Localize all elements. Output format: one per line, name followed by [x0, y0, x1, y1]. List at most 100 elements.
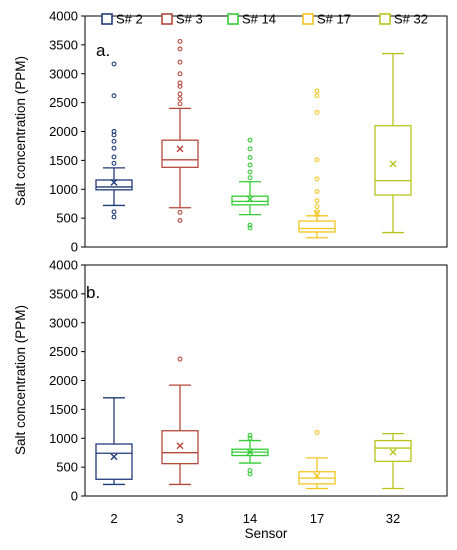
- iqr-box: [161, 430, 199, 465]
- outlier-point: [314, 204, 320, 210]
- panel-b-box-14: [231, 432, 269, 477]
- outlier-point: [247, 162, 253, 168]
- outlier-point: [111, 61, 117, 67]
- x-tick-label: 2: [110, 511, 117, 526]
- outlier-point: [314, 209, 320, 215]
- outlier-point: [314, 88, 320, 94]
- mean-marker: [176, 145, 184, 153]
- outlier-point: [177, 209, 183, 215]
- iqr-box: [231, 195, 269, 206]
- outlier-point: [177, 356, 183, 362]
- panel-b-label: b.: [86, 283, 100, 302]
- panel-a-y-ticks: 0 500 1000 1500 2000 2500 3000 3500 4000: [49, 9, 85, 255]
- outlier-point: [314, 109, 320, 115]
- panel-b-x-ticks: 2 3 14 17 32: [110, 511, 400, 526]
- panel-b-y-tick-label: 1000: [49, 431, 78, 446]
- outlier-point: [247, 468, 253, 474]
- legend-label: S# 32: [394, 12, 428, 27]
- outlier-point: [314, 176, 320, 182]
- panel-b: b. Salt concentration (PPM) 0 500 1000 1500…: [13, 258, 448, 541]
- iqr-box: [298, 220, 336, 233]
- panel-a-y-tick-label: 4000: [49, 9, 78, 24]
- outlier-point: [111, 145, 117, 151]
- mean-marker: [389, 448, 397, 456]
- outlier-point: [314, 157, 320, 163]
- panel-a-y-tick-label: 1500: [49, 153, 78, 168]
- legend-label: S# 2: [116, 12, 143, 27]
- x-axis-title: Sensor: [245, 526, 288, 541]
- panel-b-y-tick-label: 3000: [49, 315, 78, 330]
- outlier-point: [247, 146, 253, 152]
- mean-marker: [246, 448, 254, 456]
- panel-b-box-2: [95, 397, 133, 486]
- outlier-point: [247, 225, 253, 231]
- outlier-point: [314, 189, 320, 195]
- x-tick-label: 3: [176, 511, 183, 526]
- outlier-point: [111, 154, 117, 160]
- outlier-point: [247, 432, 253, 438]
- panel-b-box-17: [298, 430, 336, 490]
- iqr-box: [95, 443, 133, 480]
- legend: S# 2 S# 3 S# 14 S# 17 S# 32: [101, 12, 428, 27]
- iqr-box: [161, 139, 199, 168]
- outlier-point: [314, 93, 320, 99]
- mean-marker: [246, 195, 254, 203]
- legend-swatch: [302, 13, 314, 25]
- outlier-point: [177, 101, 183, 107]
- panel-a-box-3: [161, 38, 199, 223]
- panel-a: a. Salt concentration (PPM) S# 2 S# 3 S# 1…: [13, 9, 448, 255]
- panel-a-y-axis-title: Salt concentration (PPM): [13, 56, 28, 206]
- x-tick-label: 32: [386, 511, 400, 526]
- panel-a-y-tick-label: 2000: [49, 124, 78, 139]
- legend-label: S# 17: [317, 12, 351, 27]
- outlier-point: [247, 435, 253, 441]
- iqr-box: [95, 179, 133, 191]
- legend-label: S# 3: [176, 12, 203, 27]
- x-tick-label: 17: [310, 511, 324, 526]
- panel-b-boxes: [95, 356, 412, 490]
- outlier-point: [177, 217, 183, 223]
- panel-a-y-tick-label: 2500: [49, 95, 78, 110]
- legend-swatch: [161, 13, 173, 25]
- iqr-box: [374, 439, 412, 462]
- legend-label: S# 14: [242, 12, 276, 27]
- panel-a-box-17: [298, 88, 336, 239]
- outlier-point: [111, 93, 117, 99]
- outlier-point: [247, 175, 253, 181]
- legend-swatch: [101, 13, 113, 25]
- legend-swatch: [227, 13, 239, 25]
- outlier-point: [111, 209, 117, 215]
- panel-a-y-tick-label: 500: [56, 211, 78, 226]
- panel-b-y-tick-label: 1500: [49, 402, 78, 417]
- mean-marker: [313, 472, 321, 480]
- legend-swatch: [379, 13, 391, 25]
- panel-b-y-tick-label: 0: [71, 489, 78, 504]
- panel-b-y-ticks: 0 500 1000 1500 2000 2500 3000 3500 4000: [49, 258, 85, 504]
- mean-marker: [110, 178, 118, 186]
- panel-b-y-tick-label: 3500: [49, 286, 78, 301]
- outlier-point: [177, 46, 183, 52]
- x-tick-label: 14: [243, 511, 257, 526]
- panel-a-box-2: [95, 61, 133, 220]
- panel-b-y-tick-label: 2000: [49, 373, 78, 388]
- panel-b-y-tick-label: 2500: [49, 344, 78, 359]
- panel-b-y-tick-label: 4000: [49, 258, 78, 273]
- outlier-point: [247, 155, 253, 160]
- panel-a-box-32: [374, 52, 412, 234]
- outlier-point: [111, 138, 117, 144]
- panel-b-box-3: [161, 356, 199, 486]
- panel-a-y-tick-label: 3000: [49, 66, 78, 81]
- panel-a-y-tick-label: 0: [71, 240, 78, 255]
- iqr-box: [374, 125, 412, 196]
- outlier-point: [111, 214, 117, 220]
- outlier-point: [247, 222, 253, 228]
- outlier-point: [177, 38, 183, 44]
- outlier-point: [314, 198, 320, 204]
- outlier-point: [314, 430, 320, 435]
- outlier-point: [177, 96, 183, 102]
- outlier-point: [247, 169, 253, 175]
- mean-marker: [389, 160, 397, 168]
- panel-b-y-tick-label: 500: [56, 460, 78, 475]
- outlier-point: [177, 71, 183, 77]
- panel-b-y-axis-title: Salt concentration (PPM): [13, 305, 28, 455]
